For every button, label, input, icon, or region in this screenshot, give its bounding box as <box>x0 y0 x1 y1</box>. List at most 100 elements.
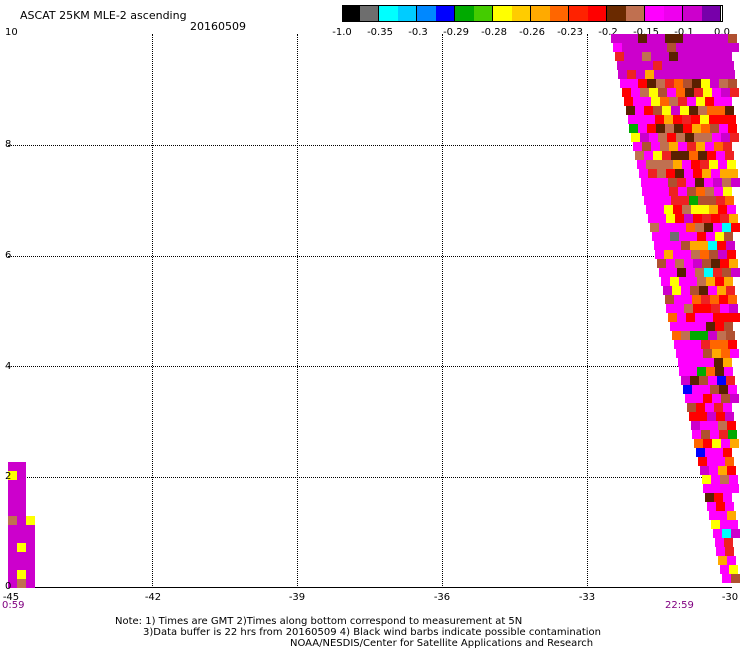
swath-cell <box>700 421 709 430</box>
swath-cell <box>693 169 702 178</box>
swath-cell <box>618 70 627 79</box>
swath-cell <box>698 196 707 205</box>
swath-cell <box>640 133 649 142</box>
x-tick-minus42: -42 <box>144 592 162 603</box>
swath-cell <box>701 34 710 43</box>
swath-cell <box>695 223 704 232</box>
swath-cell <box>696 448 705 457</box>
note-line-1: Note: 1) Times are GMT 2)Times along bot… <box>115 616 523 627</box>
swath-cell <box>642 52 651 61</box>
swath-cell <box>695 313 704 322</box>
plot-bottom-axis <box>8 587 732 588</box>
swath-cell <box>710 34 719 43</box>
swath-cell <box>675 214 684 223</box>
swath-cell <box>694 133 703 142</box>
swath-cell <box>716 151 725 160</box>
swath-cell <box>673 250 682 259</box>
swath-cell <box>701 79 710 88</box>
swath-cell <box>633 142 642 151</box>
swath-cell <box>684 304 693 313</box>
swath-cell <box>696 97 705 106</box>
swath-cell <box>710 124 719 133</box>
swath-cell <box>681 376 690 385</box>
swath-cell <box>723 493 732 502</box>
swath-cell <box>720 169 729 178</box>
swath-cell <box>657 214 666 223</box>
swath-cell <box>720 214 729 223</box>
swath-cell <box>662 61 671 70</box>
swath-cell <box>716 106 725 115</box>
swath-cell <box>688 232 697 241</box>
swath-cell <box>694 394 703 403</box>
swath-cell <box>666 304 675 313</box>
swath-cell <box>731 268 740 277</box>
swath-cell <box>709 115 718 124</box>
swath-cell <box>707 196 716 205</box>
x-tick-minus30: -30 <box>721 592 739 603</box>
swath-cell <box>696 403 705 412</box>
swath-cell <box>665 124 674 133</box>
swath-cell <box>662 106 671 115</box>
swath-cell <box>684 214 693 223</box>
swath-cell <box>683 385 692 394</box>
swath-cell <box>692 79 701 88</box>
swath-cell <box>718 421 727 430</box>
swath-cell <box>697 277 706 286</box>
swath-cell <box>713 268 722 277</box>
swath-cell <box>715 232 724 241</box>
swath-cell <box>8 534 17 543</box>
swath-cell <box>673 205 682 214</box>
swath-cell <box>714 187 723 196</box>
swath-cell <box>697 322 706 331</box>
swath-cell <box>703 133 712 142</box>
swath-cell <box>703 394 712 403</box>
swath-cell <box>697 367 706 376</box>
gridline-lat-4 <box>8 366 732 367</box>
swath-cell <box>694 43 703 52</box>
colorbar-label: -0.23 <box>557 27 583 38</box>
swath-cell <box>679 277 688 286</box>
gridline-lat-6 <box>8 256 732 257</box>
swath-cell <box>656 79 665 88</box>
swath-cell <box>659 268 668 277</box>
swath-cell <box>656 124 665 133</box>
swath-cell <box>17 552 26 561</box>
swath-cell <box>713 178 722 187</box>
swath-cell <box>722 529 731 538</box>
swath-cell <box>688 277 697 286</box>
swath-cell <box>655 115 664 124</box>
swath-cell <box>721 43 730 52</box>
swath-cell <box>703 484 712 493</box>
swath-cell <box>691 115 700 124</box>
note-line-3: NOAA/NESDIS/Center for Satellite Applica… <box>290 638 594 649</box>
swath-cell <box>711 169 720 178</box>
swath-cell <box>693 304 702 313</box>
swath-cell <box>668 178 677 187</box>
colorbar-swatch <box>626 5 645 22</box>
swath-cell <box>717 331 726 340</box>
swath-cell <box>702 259 711 268</box>
swath-cell <box>674 295 683 304</box>
swath-cell <box>710 385 719 394</box>
swath-cell <box>640 88 649 97</box>
gridline-lon-36 <box>442 34 443 588</box>
swath-cell <box>646 115 655 124</box>
y-tick-10: 10 <box>5 27 18 38</box>
swath-cell <box>724 367 733 376</box>
swath-cell <box>26 552 35 561</box>
swath-cell <box>17 471 26 480</box>
swath-cell <box>701 385 710 394</box>
swath-cell <box>704 223 713 232</box>
swath-cell <box>647 34 656 43</box>
x-tick-minus39: -39 <box>288 592 306 603</box>
x-tick-minus36: -36 <box>433 592 451 603</box>
swath-cell <box>719 385 728 394</box>
swath-cell <box>730 43 739 52</box>
swath-cell <box>719 295 728 304</box>
swath-cell <box>707 151 716 160</box>
swath-cell <box>650 178 659 187</box>
swath-cell <box>622 43 631 52</box>
swath-cell <box>717 241 726 250</box>
swath-cell <box>714 97 723 106</box>
swath-cell <box>664 160 673 169</box>
